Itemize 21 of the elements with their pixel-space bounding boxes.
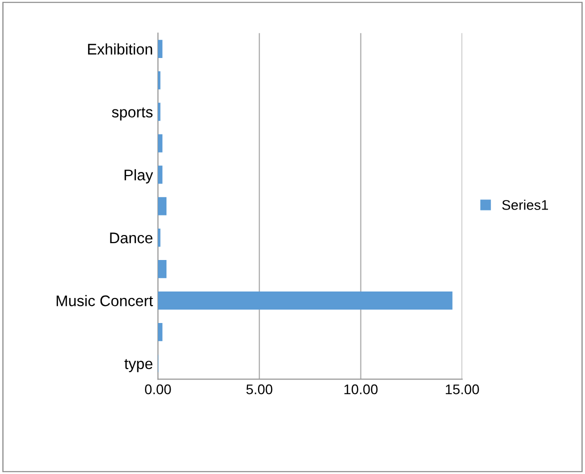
bar <box>158 260 166 278</box>
x-tick-label: 0.00 <box>144 384 171 394</box>
y-tick-label: Play <box>124 169 154 184</box>
bar <box>158 322 162 342</box>
y-tick-label: type <box>124 359 152 372</box>
bar <box>158 228 160 247</box>
bar <box>158 134 162 152</box>
bar <box>158 166 162 184</box>
bar <box>158 102 160 121</box>
x-tick-label: 5.00 <box>246 384 272 394</box>
x-tick-label: 15.00 <box>446 384 479 394</box>
bar <box>158 40 162 58</box>
y-tick-label: sports <box>112 107 153 121</box>
legend-label: Series1 <box>502 200 548 210</box>
bar <box>158 197 166 216</box>
x-tick-label: 10.00 <box>344 384 378 394</box>
y-tick-label: Dance <box>110 232 152 244</box>
bar <box>158 71 160 90</box>
bar <box>158 291 452 310</box>
y-tick-label: Exhibition <box>88 43 152 55</box>
y-tick-label: Music Concert <box>56 295 153 306</box>
